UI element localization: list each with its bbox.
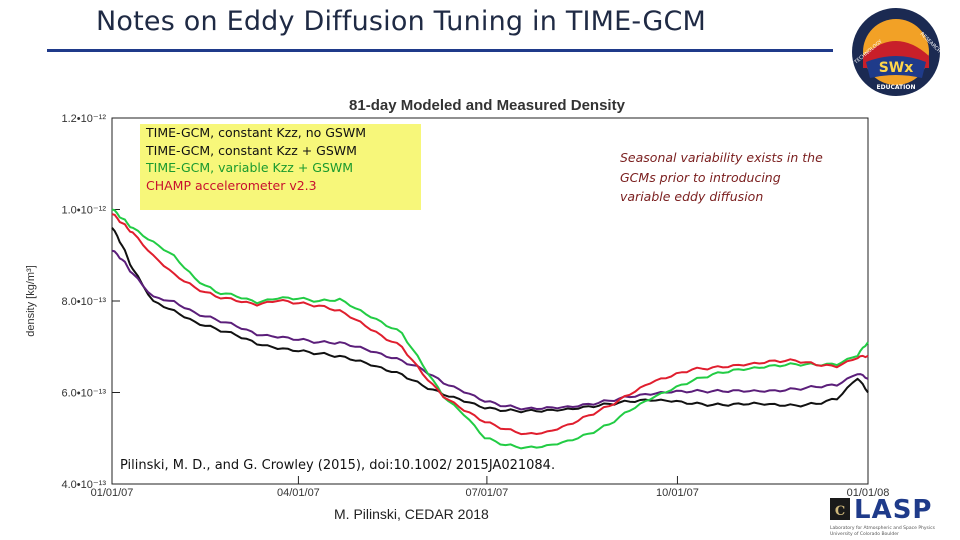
note-line: Seasonal variability exists in the [620,150,823,165]
logo-swx-text: SWx [879,60,914,76]
x-tick-label: 01/01/07 [91,487,134,499]
chart-legend: TIME-GCM, constant Kzz, no GSWM TIME-GCM… [140,124,421,210]
series-line-3 [111,213,869,436]
legend-entry-1: TIME-GCM, constant Kzz + GSWM [146,142,357,158]
note-line: variable eddy diffusion [620,189,764,204]
x-tick-label: 04/01/07 [277,487,320,499]
logo-banner [866,56,926,78]
title-underline [47,49,833,52]
lasp-logo: C LASP Laboratory for Atmospheric and Sp… [830,495,936,537]
y-tick-label: 1.2•10⁻¹² [61,113,106,125]
x-tick-label: 10/01/07 [656,487,699,499]
y-axis: 4.0•10⁻¹³ 6.0•10⁻¹³ 8.0•10⁻¹³ 1.0•10⁻¹² 1.2•… [61,113,120,491]
logo-education-text: EDUCATION [877,84,916,91]
lasp-subtext-1: Laboratory for Atmospheric and Space Phy… [830,525,936,531]
y-tick-label: 4.0•10⁻¹³ [61,479,106,491]
y-tick-label: 1.0•10⁻¹² [61,205,106,217]
y-tick-label: 6.0•10⁻¹³ [61,388,106,400]
density-chart: 81-day Modeled and Measured Density 4.0•… [25,97,890,499]
footer-author: M. Pilinski, CEDAR 2018 [334,506,489,522]
series-line-1 [111,249,869,411]
note-line: GCMs prior to introducing [620,169,781,185]
cu-logo-block [830,498,850,520]
lasp-subtext-2: University of Colorado Boulder [830,531,899,537]
series-line-2 [111,208,869,450]
citation: Pilinski, M. D., and G. Crowley (2015), … [120,458,556,473]
x-tick-label: 01/01/08 [847,487,890,499]
legend-entry-0: TIME-GCM, constant Kzz, no GSWM [146,125,367,140]
swx-education-logo: SWx EDUCATION TECHNOLOGY RESEARCH [852,8,942,96]
y-tick-label: 8.0•10⁻¹³ [61,296,106,308]
cu-logo-mark: C [835,504,845,519]
x-tick-label: 07/01/07 [465,487,508,499]
lasp-logo-text: LASP [854,495,932,525]
legend-entry-2: TIME-GCM, variable Kzz + GSWM [146,160,354,175]
x-axis: 01/01/07 04/01/07 07/01/07 10/01/07 01/01/08 [91,476,890,499]
series-lines [111,208,869,450]
slide-title: Notes on Eddy Diffusion Tuning in TIME-G… [96,6,707,37]
legend-entry-3: CHAMP accelerometer v2.3 [146,177,317,193]
chart-title: 81-day Modeled and Measured Density [349,97,626,114]
y-axis-label: density [kg/m³] [25,265,37,337]
seasonal-variability-note: Seasonal variability exists in the GCMs … [620,148,850,207]
series-line-0 [111,227,869,414]
